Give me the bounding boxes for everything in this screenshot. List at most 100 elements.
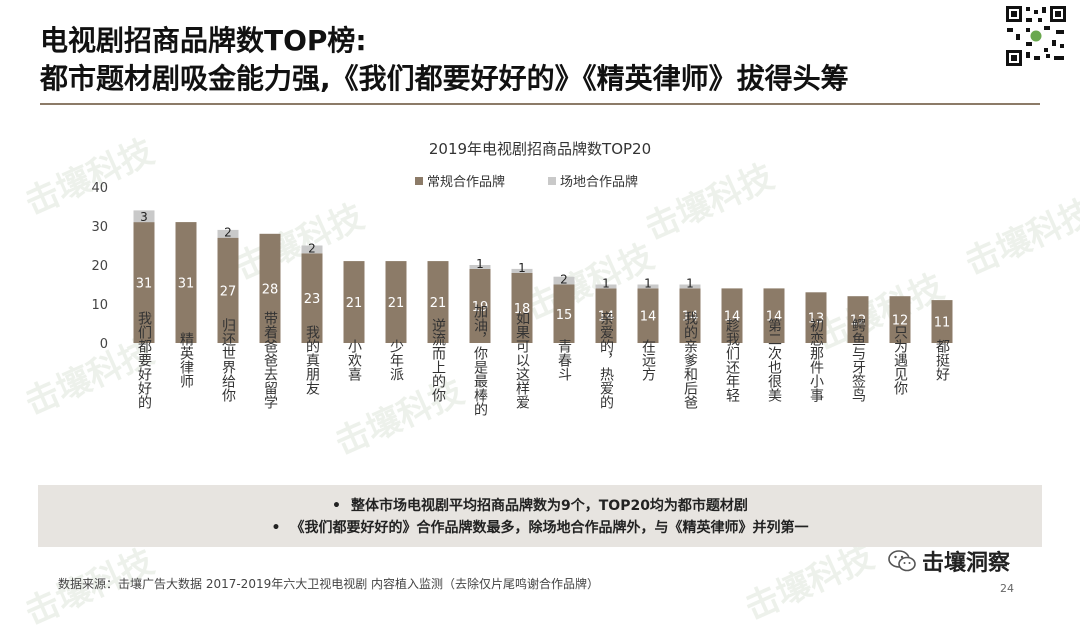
chart-legend: 常规合作品牌 场地合作品牌 <box>415 174 638 190</box>
brand-label: 击壤洞察 <box>888 546 1010 576</box>
bar-value-label: 23 <box>304 292 321 307</box>
title-divider <box>40 103 1040 105</box>
bar-value-label: 21 <box>430 296 447 311</box>
bar-venue-value-label: 2 <box>224 226 232 240</box>
bar-venue-value-label: 1 <box>644 276 652 290</box>
bullet-icon: • <box>271 520 281 536</box>
bar-regular <box>385 261 407 343</box>
chart-title: 2019年电视剧招商品牌数TOP20 <box>429 140 651 158</box>
bar-venue <box>679 284 701 289</box>
page-title: 电视剧招商品牌数TOP榜: 都市题材剧吸金能力强,《我们都要好好的》《精英律师》… <box>40 22 1000 98</box>
x-tick-label: 如果可以这样爱 <box>514 311 530 409</box>
summary-text-2: 《我们都要好好的》合作品牌数最多，除场地合作品牌外，与《精英律师》并列第一 <box>290 520 809 536</box>
y-tick-label: 30 <box>91 220 108 235</box>
bar-value-label: 14 <box>682 310 699 325</box>
bar-value-label: 21 <box>388 296 405 311</box>
y-tick-label: 0 <box>100 337 108 352</box>
bar-venue <box>511 268 533 273</box>
bar-venue-value-label: 1 <box>686 276 694 290</box>
bar-value-label: 12 <box>850 314 867 329</box>
legend-swatch <box>415 177 423 185</box>
bar-regular <box>721 288 743 343</box>
bar-regular <box>931 300 953 343</box>
brand-name: 击壤洞察 <box>922 551 1011 576</box>
bar-venue-value-label: 3 <box>140 210 148 224</box>
data-source-note: 数据来源：击壤广告大数据 2017-2019年六大卫视电视剧 内容植入监测（去除… <box>58 577 600 591</box>
bar-regular <box>133 222 155 343</box>
bar-regular <box>637 288 659 343</box>
bar-regular <box>679 288 701 343</box>
bar-venue <box>469 265 491 269</box>
bar-value-label: 19 <box>472 300 489 315</box>
bar-value-label: 31 <box>178 277 195 292</box>
bar-regular <box>469 268 491 343</box>
summary-point-2: • 《我们都要好好的》合作品牌数最多，除场地合作品牌外，与《精英律师》并列第一 <box>38 517 1042 537</box>
bar-venue-value-label: 1 <box>518 261 526 275</box>
bar-value-label: 13 <box>808 312 825 327</box>
summary-text-1: 整体市场电视剧平均招商品牌数为9个，TOP20均为都市题材剧 <box>351 498 748 514</box>
page-number: 24 <box>1000 582 1014 595</box>
x-tick-label: 青春斗 <box>556 339 572 381</box>
bar-regular <box>511 272 533 343</box>
summary-box: • 整体市场电视剧平均招商品牌数为9个，TOP20均为都市题材剧 • 《我们都要好好… <box>38 485 1042 547</box>
bar-value-label: 14 <box>640 310 657 325</box>
x-tick-label: 逆流而上的你 <box>430 318 446 402</box>
y-tick-label: 20 <box>91 259 108 274</box>
bar-regular <box>553 284 575 343</box>
bar-value-label: 27 <box>220 284 237 299</box>
bar-venue-value-label: 1 <box>476 257 484 271</box>
x-tick-label: 在远方 <box>640 339 656 382</box>
x-tick-label: 精英律师 <box>178 332 194 388</box>
bar-regular <box>427 261 449 343</box>
bar-venue <box>133 210 155 223</box>
x-tick-label: 我的亲爹和后爸 <box>682 311 698 409</box>
bar-venue-value-label: 2 <box>560 273 568 287</box>
x-tick-label: 少年派 <box>388 339 404 381</box>
bar-regular <box>595 288 617 343</box>
bar-venue-value-label: 2 <box>308 241 316 255</box>
bar-venue <box>595 284 617 289</box>
bar-value-label: 11 <box>934 316 951 331</box>
x-tick-label: 只为遇见你 <box>892 325 908 395</box>
bar-regular <box>301 253 323 343</box>
qr-code-icon <box>1004 4 1068 68</box>
x-tick-label: 都挺好 <box>934 339 950 381</box>
legend-label: 常规合作品牌 <box>427 174 505 190</box>
page-title-line-2: 都市题材剧吸金能力强,《我们都要好好的》《精英律师》拔得头筹 <box>40 62 849 95</box>
bullet-icon: • <box>332 498 341 514</box>
summary-point-1: • 整体市场电视剧平均招商品牌数为9个，TOP20均为都市题材剧 <box>38 495 1042 515</box>
bar-value-label: 18 <box>514 302 531 317</box>
bar-venue <box>553 276 575 285</box>
y-axis: 0 10 20 30 40 <box>91 181 108 352</box>
bar-value-label: 31 <box>136 277 153 292</box>
bar-venue <box>217 229 239 238</box>
bar-regular <box>175 222 197 343</box>
wechat-icon <box>888 550 916 572</box>
bar-regular <box>217 237 239 343</box>
x-tick-label: 趁我们还年轻 <box>724 318 740 402</box>
bar-regular <box>343 261 365 343</box>
x-tick-label: 初恋那件小事 <box>808 317 824 402</box>
bar-value-label: 21 <box>346 296 363 311</box>
bar-value-label: 12 <box>892 314 909 329</box>
bar-regular <box>889 296 911 343</box>
bar-value-label: 14 <box>724 310 741 325</box>
bar-regular <box>847 296 869 343</box>
bar-value-label: 14 <box>766 310 783 325</box>
bar-regular <box>805 292 827 343</box>
x-tick-label: 亲爱的，热爱的 <box>598 311 614 409</box>
y-tick-label: 10 <box>91 298 108 313</box>
x-tick-label: 小欢喜 <box>346 339 362 382</box>
bar-venue-value-label: 1 <box>602 276 610 290</box>
bar-regular <box>763 288 785 343</box>
x-tick-label: 第二次也很美 <box>766 317 782 402</box>
x-tick-label: 加油，你是最棒的 <box>472 304 488 416</box>
x-tick-label: 我们都要好好的 <box>136 311 152 409</box>
bar-value-label: 15 <box>556 308 573 323</box>
legend-label: 场地合作品牌 <box>560 174 638 190</box>
x-axis-labels: 我们都要好好的 精英律师 归还世界给你 带着爸爸去留学 我的真朋友 小欢喜 少年派 逆流而上的… <box>136 304 950 416</box>
bar-venue <box>301 245 323 254</box>
x-tick-label: 带着爸爸去留学 <box>262 311 278 409</box>
bar-regular <box>259 233 281 343</box>
